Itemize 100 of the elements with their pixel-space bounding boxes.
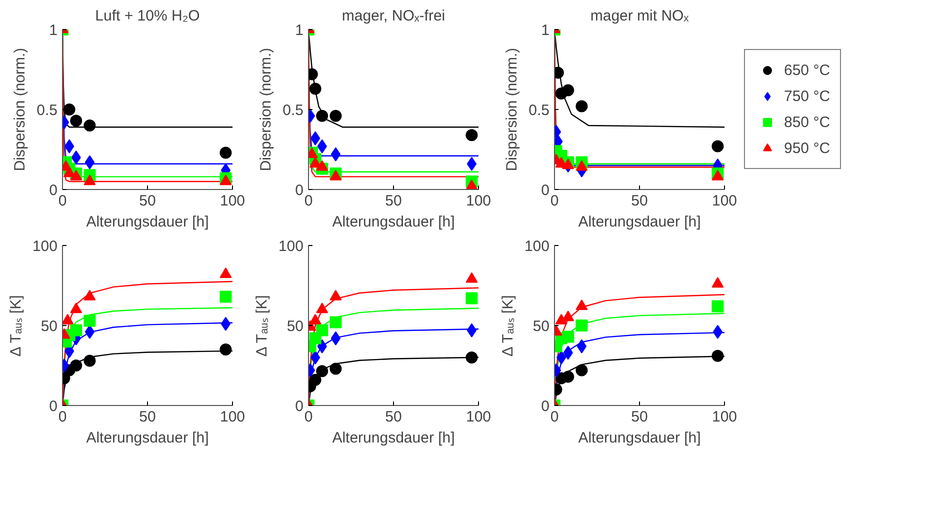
y-axis-title: Δ Tₐᵤₛ [K] xyxy=(7,295,24,357)
point xyxy=(466,129,478,142)
y-tick-label: 0.5 xyxy=(528,102,550,119)
x-tick-label: 100 xyxy=(466,192,492,210)
point xyxy=(576,100,588,112)
point xyxy=(84,290,96,300)
x-axis-title: Alterungsdauer [h] xyxy=(578,430,701,446)
legend-label: 650 °C xyxy=(784,62,830,78)
point xyxy=(466,292,478,304)
point xyxy=(84,120,96,132)
x-axis-title: Alterungsdauer [h] xyxy=(86,214,209,230)
x-tick-label: 50 xyxy=(385,192,402,210)
point xyxy=(84,155,95,170)
y-tick-label: 50 xyxy=(40,318,58,335)
chart-title: mager, NOₓ-frei xyxy=(342,8,446,24)
point xyxy=(70,302,82,314)
point xyxy=(220,290,232,303)
point xyxy=(70,360,82,372)
y-axis-title: Dispersion (norm.) xyxy=(504,48,521,172)
point xyxy=(316,302,328,314)
point xyxy=(562,310,574,322)
point xyxy=(316,324,328,336)
y-axis-title: Δ Tₐᵤₛ [K] xyxy=(499,295,516,357)
point xyxy=(84,314,96,327)
x-tick-label: 50 xyxy=(385,408,402,426)
point xyxy=(330,331,341,346)
point xyxy=(466,323,477,338)
point xyxy=(562,84,574,96)
point xyxy=(556,350,566,364)
x-tick-label: 100 xyxy=(466,408,492,426)
chart-title: Luft + 10% H₂O xyxy=(95,8,200,24)
legend-label: 850 °C xyxy=(784,114,830,130)
point xyxy=(316,365,328,378)
point xyxy=(70,114,82,127)
x-tick-label: 100 xyxy=(712,192,738,210)
y-tick-label: 0.5 xyxy=(282,102,304,119)
x-tick-label: 50 xyxy=(631,408,648,426)
point xyxy=(576,364,588,376)
y-tick-label: 100 xyxy=(278,238,304,255)
point xyxy=(576,299,588,310)
x-axis-title: Alterungsdauer [h] xyxy=(86,430,209,446)
y-tick-label: 0 xyxy=(49,398,58,415)
x-tick-label: 50 xyxy=(139,408,156,426)
x-axis-title: Alterungsdauer [h] xyxy=(332,214,455,230)
x-tick-label: 50 xyxy=(631,192,648,210)
point xyxy=(576,160,588,171)
x-axis-title: Alterungsdauer [h] xyxy=(332,430,455,446)
point xyxy=(63,104,76,116)
point xyxy=(220,267,232,278)
legend-label: 750 °C xyxy=(784,88,830,104)
point xyxy=(712,324,723,339)
point xyxy=(316,110,328,122)
point xyxy=(220,174,232,186)
y-tick-label: 0 xyxy=(295,398,304,415)
point xyxy=(576,320,588,332)
x-tick-label: 100 xyxy=(220,408,246,426)
point xyxy=(330,362,342,375)
point xyxy=(466,272,478,283)
point xyxy=(562,370,574,383)
point xyxy=(309,82,322,95)
point xyxy=(712,140,724,152)
y-tick-label: 50 xyxy=(532,318,550,335)
point xyxy=(466,156,477,171)
point xyxy=(310,131,320,146)
x-tick-label: 50 xyxy=(139,192,156,210)
point xyxy=(330,110,342,122)
point xyxy=(220,344,232,356)
y-tick-label: 1 xyxy=(295,22,304,39)
point xyxy=(562,158,574,170)
y-axis-title: Dispersion (norm.) xyxy=(258,48,275,172)
x-tick-label: 100 xyxy=(712,408,738,426)
point xyxy=(62,314,74,324)
y-tick-label: 100 xyxy=(524,238,550,255)
y-tick-label: 50 xyxy=(286,318,304,335)
y-axis-title: Δ Tₐᵤₛ [K] xyxy=(253,295,270,357)
point xyxy=(71,150,81,164)
x-axis-title: Alterungsdauer [h] xyxy=(578,214,701,230)
point xyxy=(220,316,231,331)
y-axis-title: Dispersion (norm.) xyxy=(12,48,29,172)
y-tick-label: 1 xyxy=(49,22,58,39)
y-tick-label: 100 xyxy=(32,238,58,255)
point xyxy=(576,339,587,354)
point xyxy=(712,300,724,312)
y-tick-label: 0 xyxy=(541,182,550,199)
point xyxy=(309,374,322,386)
point xyxy=(330,316,342,328)
chart-title: mager mit NOₓ xyxy=(590,8,689,24)
y-tick-label: 0 xyxy=(295,182,304,199)
point xyxy=(220,146,232,159)
y-tick-label: 0 xyxy=(541,398,550,415)
point xyxy=(64,139,74,154)
point xyxy=(712,277,724,288)
y-tick-label: 1 xyxy=(541,22,550,39)
x-tick-label: 100 xyxy=(220,192,246,210)
y-tick-label: 0 xyxy=(49,182,58,199)
point xyxy=(70,324,82,336)
point xyxy=(84,324,95,339)
point xyxy=(310,350,320,364)
point xyxy=(84,354,96,367)
point xyxy=(84,174,96,186)
